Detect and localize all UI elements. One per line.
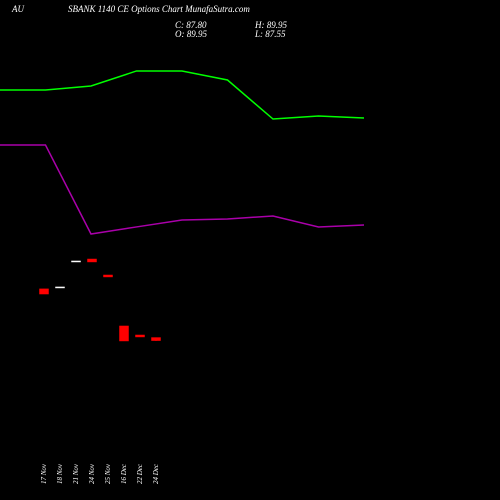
candle-body (39, 288, 49, 295)
chart-title: SBANK 1140 CE Options Chart MunafaSutra.… (68, 4, 250, 14)
x-tick-label: 17 Nov (40, 463, 48, 484)
candle-body (71, 260, 81, 263)
x-tick-label: 25 Nov (104, 463, 112, 484)
indicator-line (0, 144, 365, 235)
x-tick-label: 16 Dec (120, 463, 128, 484)
candle-body (55, 286, 65, 289)
info-high: H: 89.95 (254, 20, 287, 30)
info-low: L: 87.55 (254, 29, 286, 39)
candle-body (119, 325, 129, 342)
x-tick-label: 21 Nov (72, 463, 80, 484)
candle-body (87, 258, 97, 263)
candle-body (151, 337, 161, 341)
info-open: O: 89.95 (175, 29, 207, 39)
candle-body (135, 334, 145, 338)
candle-body (103, 274, 113, 278)
ticker: AU (11, 4, 24, 14)
x-tick-label: 24 Nov (88, 463, 96, 484)
x-tick-label: 24 Dec (152, 463, 160, 484)
info-close: C: 87.80 (175, 20, 207, 30)
indicator-line (0, 70, 365, 120)
x-tick-label: 22 Dec (136, 463, 144, 484)
x-tick-label: 18 Nov (56, 463, 64, 484)
